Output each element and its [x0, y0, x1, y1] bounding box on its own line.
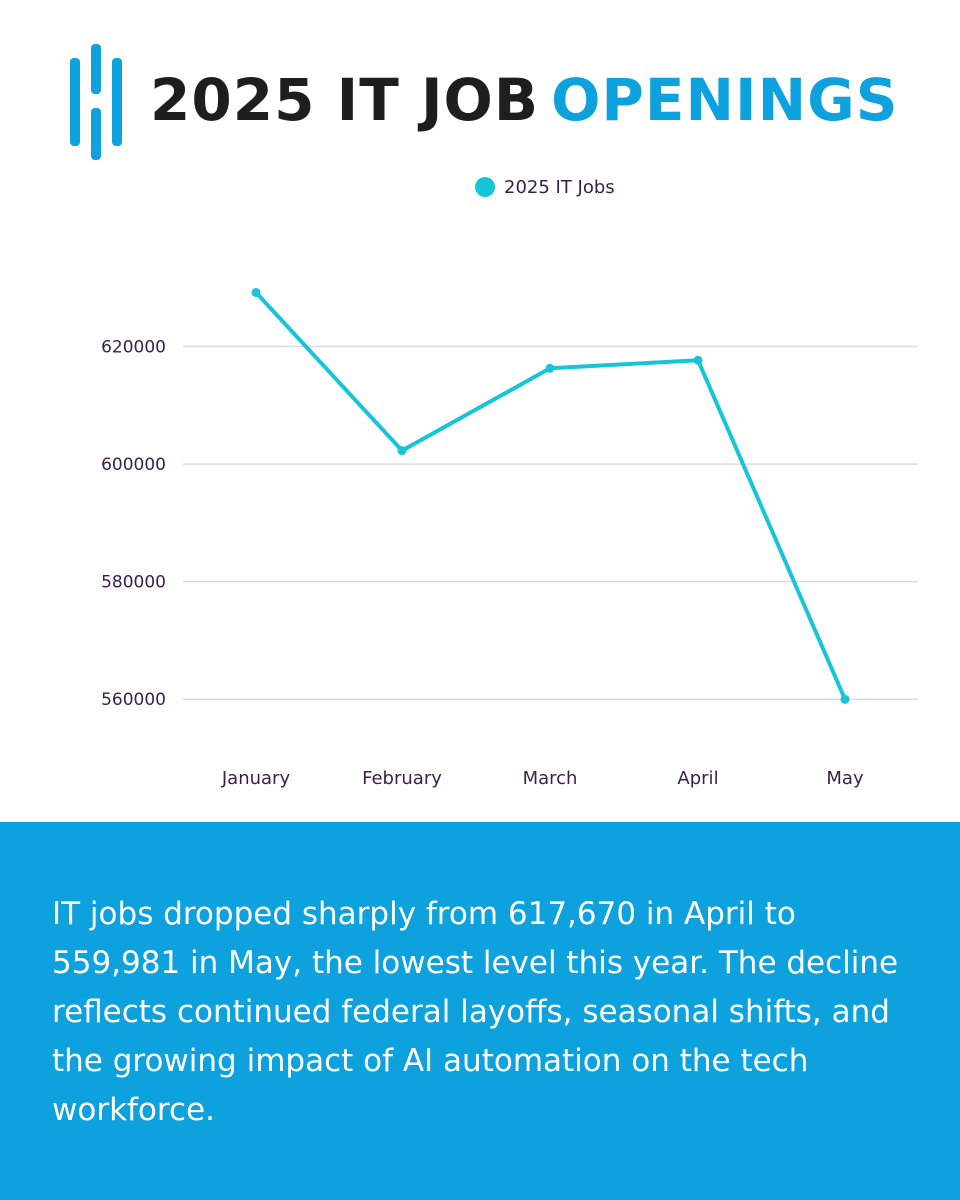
y-tick-label: 560000: [101, 690, 166, 710]
data-point-january: [251, 287, 261, 297]
title-part-accent: OPENINGS: [551, 66, 899, 134]
x-category-label: May: [826, 768, 864, 789]
line-chart: 2025 IT Jobs 560000 580000 600000 620000 Ja…: [0, 165, 960, 815]
chart-legend: 2025 IT Jobs: [475, 177, 615, 198]
x-category-label: February: [362, 768, 442, 789]
x-category-label: January: [221, 768, 291, 789]
x-axis-categories: January February March April May: [221, 768, 864, 789]
summary-text: IT jobs dropped sharply from 617,670 in …: [52, 896, 899, 1128]
x-category-label: April: [677, 768, 718, 789]
series-points: [251, 287, 850, 704]
title-part-dark: 2025 IT JOB: [150, 66, 540, 134]
legend-marker: [475, 177, 495, 197]
data-point-april: [693, 355, 703, 365]
header: 2025 IT JOB OPENINGS: [0, 0, 960, 170]
chart-grid: [183, 345, 918, 700]
summary-panel: IT jobs dropped sharply from 617,670 in …: [0, 822, 960, 1200]
x-category-label: March: [523, 768, 578, 789]
page-title: 2025 IT JOB OPENINGS: [150, 60, 899, 140]
legend-label: 2025 IT Jobs: [504, 177, 615, 198]
y-tick-label: 580000: [101, 573, 166, 593]
data-point-march: [545, 363, 555, 373]
series-line-2025-it-jobs: [254, 290, 847, 702]
brand-logo-icon: [68, 44, 124, 160]
y-tick-label: 620000: [101, 338, 166, 358]
data-point-february: [397, 446, 407, 456]
y-axis-ticks: 560000 580000 600000 620000: [101, 338, 166, 711]
y-tick-label: 600000: [101, 455, 166, 475]
data-point-may: [840, 694, 850, 704]
